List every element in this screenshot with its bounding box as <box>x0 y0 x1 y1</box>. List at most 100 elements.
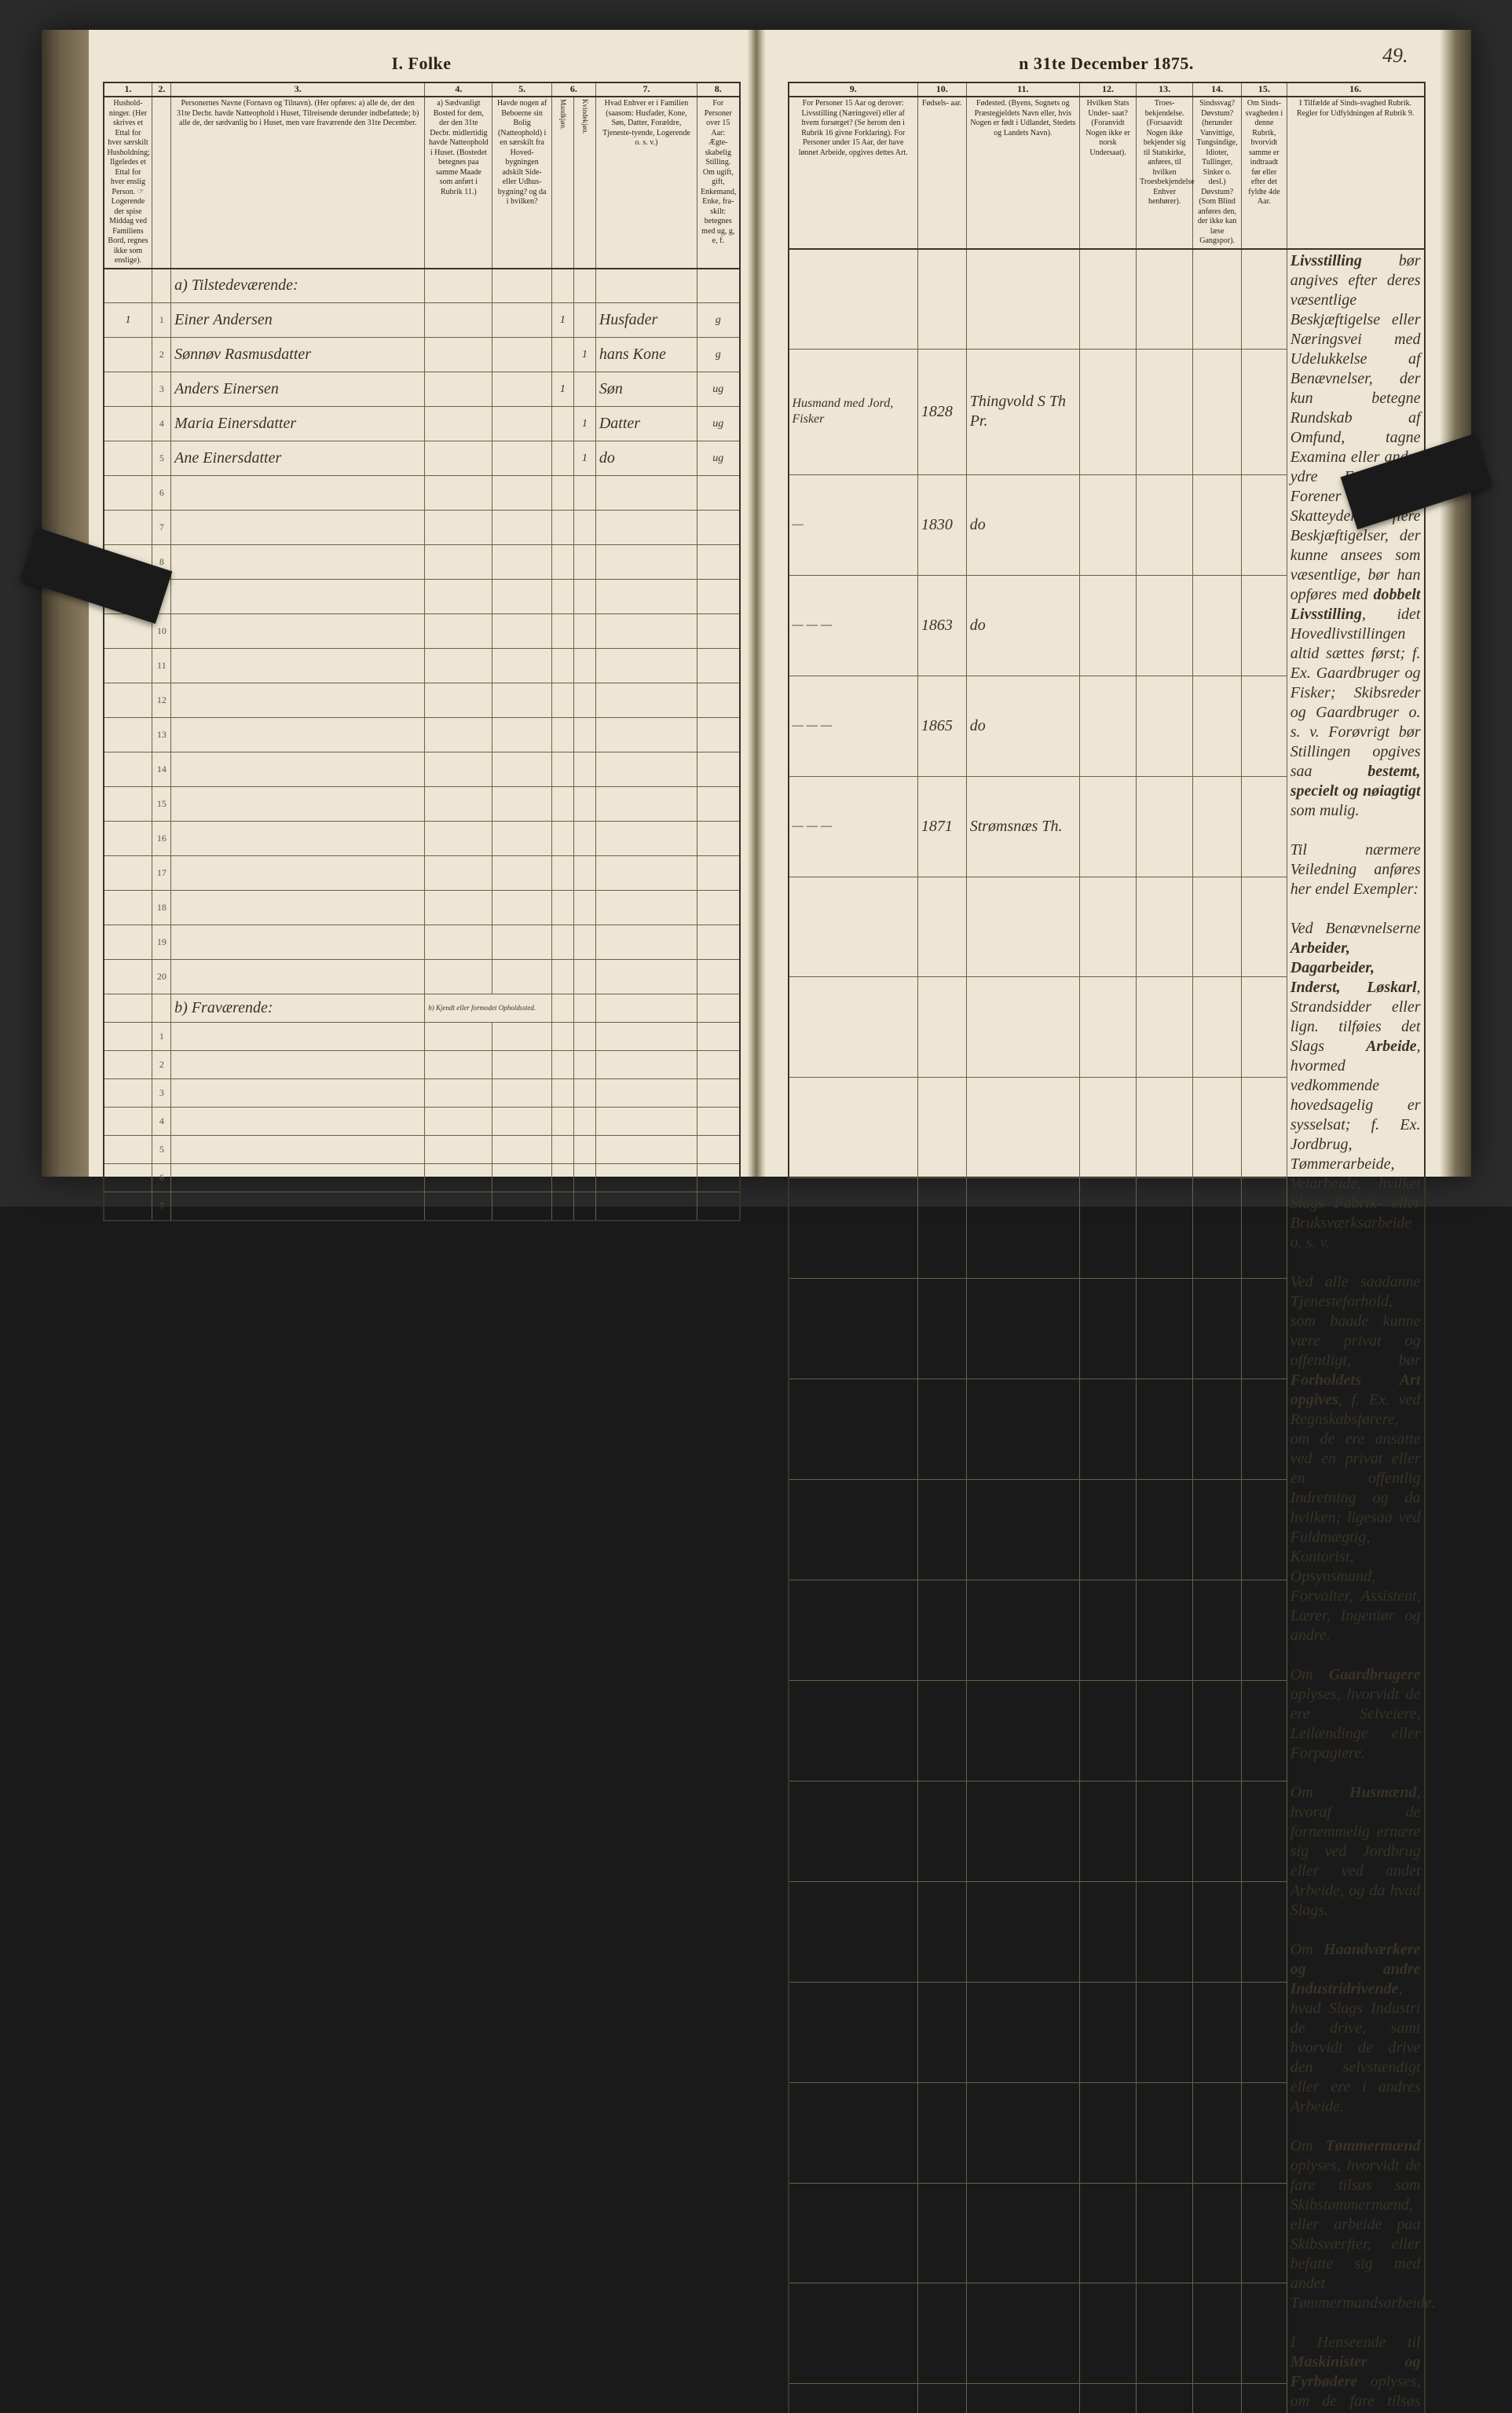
birthplace: do <box>966 676 1079 776</box>
empty-row: 14 <box>104 752 740 787</box>
household-no: 1 <box>104 303 152 338</box>
section-a-label: a) Tilstedeværende: <box>171 269 425 303</box>
person-name: Sønnøv Rasmusdatter <box>171 338 425 372</box>
empty-row: 4 <box>104 1108 740 1136</box>
binding-right <box>1440 30 1471 1177</box>
instructions-text: Livsstilling bør angives efter deres væs… <box>1287 249 1424 2413</box>
col-hdr-1: Hushold- ninger. (Her skrives et Ettal f… <box>104 97 152 269</box>
empty-row: 1 <box>104 1023 740 1051</box>
occupation: — — — <box>789 776 918 877</box>
empty-row: 13 <box>104 718 740 752</box>
section-b-note: b) Kjendt eller formodet Opholdssted. <box>425 994 552 1023</box>
empty-row: 2 <box>104 1051 740 1079</box>
empty-row: 18 <box>104 891 740 925</box>
sex-m <box>551 407 573 441</box>
person-row: 4Maria Einersdatter1Datterug <box>104 407 740 441</box>
empty-row: 3 <box>104 1079 740 1108</box>
sex-k: 1 <box>573 441 595 476</box>
col-num-11: 11. <box>966 82 1079 97</box>
row-no: 2 <box>152 338 171 372</box>
marital-status: ug <box>697 407 740 441</box>
col-hdr-15: Om Sinds-svagheden i denne Rubrik, hvorv… <box>1242 97 1287 249</box>
birthplace: Thingvold S Th Pr. <box>966 349 1079 474</box>
col-hdr-7: Hvad Enhver er i Familien (saasom: Husfa… <box>595 97 697 269</box>
family-relation: Datter <box>595 407 697 441</box>
col-hdr-4: a) Sædvanligt Bosted for dem, der den 31… <box>425 97 492 269</box>
marital-status: ug <box>697 372 740 407</box>
birthplace: Strømsnæs Th. <box>966 776 1079 877</box>
person-row: 3Anders Einersen 1 Sønug <box>104 372 740 407</box>
book-spread: I. Folke 1. 2. 3. 4. 5. 6. <box>42 30 1471 1177</box>
binding-left <box>42 30 89 1177</box>
empty-row: 17 <box>104 856 740 891</box>
empty-row: 8 <box>104 545 740 580</box>
col-num-9: 9. <box>789 82 918 97</box>
empty-row: 11 <box>104 649 740 683</box>
col-hdr-6k: Kvindekjøn. <box>573 97 595 269</box>
family-relation: Husfader <box>595 303 697 338</box>
col-num-15: 15. <box>1242 82 1287 97</box>
page-title-right: n 31te December 1875. <box>788 53 1426 74</box>
col-hdr-9: For Personer 15 Aar og derover: Livsstil… <box>789 97 918 249</box>
col-num-12: 12. <box>1079 82 1136 97</box>
birth-year: 1828 <box>917 349 966 474</box>
col-hdr-8: For Personer over 15 Aar: Ægte-skabelig … <box>697 97 740 269</box>
col-num-5: 5. <box>492 82 551 97</box>
page-number: 49. <box>1382 44 1408 68</box>
empty-row: 9 <box>104 580 740 614</box>
left-page: I. Folke 1. 2. 3. 4. 5. 6. <box>89 30 764 1177</box>
section-b-label: b) Fraværende: <box>171 994 425 1023</box>
col-hdr-13: Troes- bekjendelse. (Forsaavidt Nogen ik… <box>1137 97 1193 249</box>
col-hdr-3: Personernes Navne (Fornavn og Tilnavn). … <box>171 97 425 269</box>
empty-row: 15 <box>104 787 740 822</box>
empty-row: 5 <box>104 1136 740 1164</box>
birth-year: 1865 <box>917 676 966 776</box>
scan-container: I. Folke 1. 2. 3. 4. 5. 6. <box>0 0 1512 1206</box>
person-row: 2Sønnøv Rasmusdatter1hans Koneg <box>104 338 740 372</box>
col-num-10: 10. <box>917 82 966 97</box>
marital-status: g <box>697 303 740 338</box>
sex-m <box>551 338 573 372</box>
page-title-left: I. Folke <box>103 53 741 74</box>
person-row: 11Einer Andersen1Husfaderg <box>104 303 740 338</box>
birthplace: do <box>966 474 1079 575</box>
family-relation: Søn <box>595 372 697 407</box>
person-name: Anders Einersen <box>171 372 425 407</box>
col-hdr-5: Havde nogen af Beboerne sin Bolig (Natte… <box>492 97 551 269</box>
col-hdr-6m: Mandkjøn. <box>551 97 573 269</box>
empty-row: 20 <box>104 960 740 994</box>
empty-row: 12 <box>104 683 740 718</box>
sex-m: 1 <box>551 303 573 338</box>
row-no: 4 <box>152 407 171 441</box>
birthplace: do <box>966 575 1079 676</box>
household-no <box>104 407 152 441</box>
person-name: Ane Einersdatter <box>171 441 425 476</box>
row-no: 3 <box>152 372 171 407</box>
empty-row: 16 <box>104 822 740 856</box>
col-num-13: 13. <box>1137 82 1193 97</box>
household-no <box>104 441 152 476</box>
book-gutter <box>747 30 766 1177</box>
col-num-6: 6. <box>551 82 595 97</box>
person-name: Einer Andersen <box>171 303 425 338</box>
col-num-14: 14. <box>1193 82 1242 97</box>
col-hdr-11: Fødested. (Byens, Sognets og Præstegjeld… <box>966 97 1079 249</box>
col-num-16: 16. <box>1287 82 1424 97</box>
col-hdr-14: Sindssvag? Døvstum? (herunder Vanvittige… <box>1193 97 1242 249</box>
col-hdr-10: Fødsels- aar. <box>917 97 966 249</box>
person-name: Maria Einersdatter <box>171 407 425 441</box>
sex-m: 1 <box>551 372 573 407</box>
marital-status: g <box>697 338 740 372</box>
family-relation: hans Kone <box>595 338 697 372</box>
row-no: 5 <box>152 441 171 476</box>
col-num-1: 1. <box>104 82 152 97</box>
empty-row: 7 <box>104 511 740 545</box>
col-num-8: 8. <box>697 82 740 97</box>
empty-row: 6 <box>104 476 740 511</box>
empty-row: 19 <box>104 925 740 960</box>
sex-m <box>551 441 573 476</box>
sex-k <box>573 303 595 338</box>
birth-year: 1871 <box>917 776 966 877</box>
col-num-3: 3. <box>171 82 425 97</box>
occupation: — <box>789 474 918 575</box>
